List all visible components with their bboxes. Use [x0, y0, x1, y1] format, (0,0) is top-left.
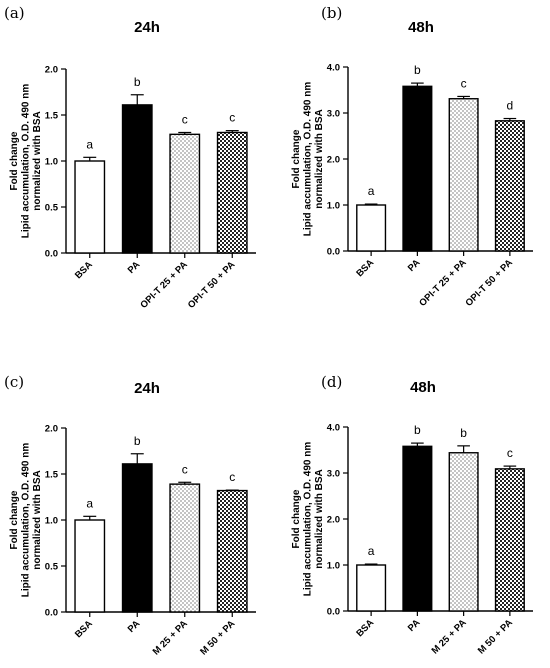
significance-label: b	[414, 423, 421, 437]
significance-label: d	[507, 99, 514, 113]
y-tick-label: 0.5	[45, 203, 59, 214]
bar-pa	[121, 463, 153, 613]
significance-label: b	[134, 75, 141, 89]
panel-label: (a)	[4, 4, 25, 22]
y-tick-label: 2.0	[45, 424, 58, 435]
x-tick-label: OPI-T 25 + PA	[417, 257, 469, 309]
bar-opi-t-25-pa	[448, 98, 479, 252]
bar-opi-t-25-pa	[169, 133, 201, 254]
panel-label: (c)	[4, 373, 24, 391]
bar-bsa	[356, 204, 387, 252]
significance-label: c	[229, 111, 235, 125]
bar-bsa	[356, 564, 387, 612]
bar-pa	[402, 85, 433, 252]
x-tick-label: PA	[126, 618, 143, 635]
y-tick-label: 3.0	[327, 109, 340, 120]
bar-opi-t-50-pa	[216, 131, 248, 254]
bar-m-25-pa	[169, 483, 201, 613]
x-tick-label: M 25 + PA	[430, 617, 469, 656]
bar-m-50-pa	[216, 489, 248, 613]
bar-pa	[402, 445, 433, 612]
x-tick-label: OPI-T 50 + PA	[186, 259, 238, 311]
y-axis-label-line: normalized with BSA	[314, 469, 325, 568]
significance-label: c	[461, 76, 467, 90]
significance-label: a	[368, 184, 375, 198]
x-tick-label: BSA	[73, 618, 95, 640]
y-axis-label-line: Fold change	[9, 490, 20, 549]
x-tick-label: BSA	[354, 617, 376, 639]
chart-title: 24h	[134, 19, 160, 36]
significance-label: b	[460, 426, 467, 440]
y-axis-label-line: normalized with BSA	[32, 470, 43, 569]
significance-label: c	[229, 470, 235, 484]
chart-panel-3: (c) 24h Fold changeLipid accumulation, O.D…	[4, 373, 256, 658]
y-axis-label: Fold changeLipid accumulation, O.D. 490 …	[9, 443, 43, 598]
x-tick-label: M 25 + PA	[151, 618, 190, 657]
y-axis-label-line: normalized with BSA	[314, 109, 325, 208]
x-tick-label: BSA	[354, 257, 376, 279]
bar-m-25-pa	[448, 452, 479, 612]
y-axis-label-line: Lipid accumulation, O.D. 490 nm	[303, 442, 314, 597]
y-axis-label-line: Lipid accumulation, O.D. 490 nm	[303, 82, 314, 237]
y-tick-label: 4.0	[327, 63, 340, 74]
y-axis-label-line: Fold change	[291, 129, 302, 188]
significance-label: b	[134, 434, 141, 448]
y-axis-label: Fold changeLipid accumulation, O.D. 490 …	[291, 82, 325, 237]
significance-label: c	[182, 462, 188, 476]
y-axis-label-line: Fold change	[291, 489, 302, 548]
bar-opi-t-50-pa	[494, 120, 525, 252]
significance-label: a	[86, 137, 93, 151]
y-tick-label: 2.0	[327, 515, 340, 526]
chart-panel-2: (b) 48h Fold changeLipid accumulation, O.D…	[291, 4, 533, 309]
significance-label: b	[414, 63, 421, 77]
x-tick-label: M 50 + PA	[198, 618, 237, 657]
y-tick-label: 0.0	[327, 247, 340, 258]
bar-pa	[121, 104, 153, 254]
bar-m-50-pa	[494, 468, 525, 612]
chart-title: 48h	[410, 379, 436, 396]
y-tick-label: 1.0	[327, 201, 340, 212]
y-tick-label: 2.0	[327, 155, 340, 166]
x-tick-label: PA	[406, 257, 423, 274]
y-tick-label: 1.5	[45, 111, 59, 122]
y-tick-label: 0.0	[327, 607, 340, 618]
y-tick-label: 4.0	[327, 423, 340, 434]
x-tick-label: OPI-T 25 + PA	[138, 259, 190, 311]
y-tick-label: 3.0	[327, 469, 340, 480]
significance-label: c	[507, 446, 513, 460]
chart-panel-4: (d) 48h Fold changeLipid accumulation, O.D…	[291, 373, 533, 657]
panel-label: (b)	[321, 4, 342, 22]
chart-title: 24h	[134, 380, 160, 397]
y-tick-label: 1.0	[327, 561, 340, 572]
x-tick-label: M 50 + PA	[476, 617, 515, 656]
y-tick-label: 1.0	[45, 516, 58, 527]
chart-panel-1: (a) 24h Fold changeLipid accumulation, O.D…	[4, 4, 256, 311]
y-axis-label: Fold changeLipid accumulation, O.D. 490 …	[9, 84, 43, 239]
x-tick-label: PA	[126, 259, 143, 276]
x-tick-label: PA	[406, 617, 423, 634]
y-axis-label-line: Lipid accumulation, O.D. 490 nm	[21, 84, 32, 239]
panel-label: (d)	[321, 373, 342, 391]
significance-label: a	[368, 544, 375, 558]
x-tick-label: OPI-T 50 + PA	[463, 257, 515, 309]
bar-bsa	[74, 160, 106, 254]
y-axis-label-line: Lipid accumulation, O.D. 490 nm	[21, 443, 32, 598]
y-tick-label: 1.0	[45, 157, 58, 168]
chart-title: 48h	[408, 19, 434, 36]
y-axis-label: Fold changeLipid accumulation, O.D. 490 …	[291, 442, 325, 597]
bar-bsa	[74, 519, 106, 613]
x-tick-label: BSA	[73, 259, 95, 281]
y-tick-label: 0.0	[45, 608, 58, 619]
y-tick-label: 0.0	[45, 249, 58, 260]
y-axis-label-line: Fold change	[9, 131, 20, 190]
y-tick-label: 0.5	[45, 562, 59, 573]
y-tick-label: 1.5	[45, 470, 59, 481]
y-tick-label: 2.0	[45, 65, 58, 76]
significance-label: c	[182, 112, 188, 126]
significance-label: a	[86, 496, 93, 510]
y-axis-label-line: normalized with BSA	[32, 111, 43, 210]
